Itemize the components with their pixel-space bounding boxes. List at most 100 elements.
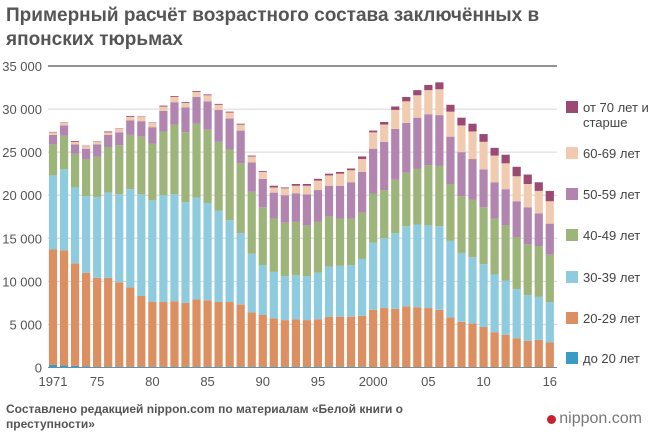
bar-segment bbox=[468, 199, 477, 258]
bar-segment bbox=[501, 189, 510, 226]
bar-segment bbox=[236, 130, 245, 164]
bar-segment bbox=[490, 332, 499, 368]
bar-segment bbox=[170, 366, 179, 368]
x-tick-label: 10 bbox=[476, 374, 490, 389]
bar-segment bbox=[104, 132, 113, 135]
bar-segment bbox=[214, 103, 223, 105]
bar-segment bbox=[435, 89, 444, 116]
bar-segment bbox=[192, 90, 201, 92]
bar-segment bbox=[48, 364, 58, 368]
bar-segment bbox=[446, 104, 455, 112]
bar-segment bbox=[70, 153, 80, 188]
bar-segment bbox=[313, 272, 323, 320]
bar-segment bbox=[48, 132, 58, 135]
bar-segment bbox=[70, 144, 80, 154]
bar-segment bbox=[291, 193, 300, 222]
bar-segment bbox=[214, 210, 223, 303]
bar-segment bbox=[104, 131, 113, 133]
bar-segment bbox=[324, 266, 334, 317]
bar-segment bbox=[269, 192, 278, 219]
bar-segment bbox=[159, 366, 168, 368]
bar-segment bbox=[391, 106, 400, 110]
bar-segment bbox=[159, 195, 168, 303]
bar-segment bbox=[534, 213, 543, 247]
bar-segment bbox=[59, 125, 69, 136]
bar-segment bbox=[258, 314, 267, 367]
bar-segment bbox=[258, 366, 267, 368]
bar-segment bbox=[358, 258, 367, 316]
bar-segment bbox=[104, 134, 113, 147]
bar-segment bbox=[214, 141, 223, 211]
bar-segment bbox=[203, 366, 212, 368]
bar-segment bbox=[523, 244, 532, 296]
bar-segment bbox=[236, 233, 245, 305]
bar-segment bbox=[358, 171, 367, 213]
chart-title: Примерный расчёт возрастного состава зак… bbox=[6, 5, 540, 50]
stacked-bar-chart: 0 5 000 10 000 15 000 20 000 25 000 30 000 35 0… bbox=[2, 59, 557, 389]
bar-segment bbox=[225, 112, 234, 119]
bar-segment bbox=[137, 194, 146, 297]
bar-segment bbox=[159, 105, 168, 107]
bar-segment bbox=[280, 188, 289, 196]
bar-segment bbox=[324, 175, 334, 186]
bar-segment bbox=[369, 193, 378, 243]
bar-segment bbox=[225, 149, 234, 221]
bar-segment bbox=[258, 178, 267, 208]
bar-segment bbox=[313, 366, 323, 368]
bar-segment bbox=[490, 182, 499, 219]
bar-segment bbox=[291, 366, 300, 368]
x-tick-label: 75 bbox=[90, 374, 104, 389]
bar-segment bbox=[545, 223, 554, 255]
bar-segment bbox=[501, 163, 510, 190]
bar-segment bbox=[501, 280, 510, 335]
bar-segment bbox=[479, 141, 488, 170]
bar-segment bbox=[346, 170, 356, 183]
bar-segment bbox=[302, 276, 312, 321]
legend-label: до 20 лет bbox=[583, 351, 640, 366]
bar-segment bbox=[148, 127, 157, 144]
bar-segment bbox=[457, 117, 466, 126]
bar-segment bbox=[490, 147, 499, 156]
bar-segment bbox=[402, 122, 411, 173]
bar-segment bbox=[335, 366, 345, 368]
bar-segment bbox=[269, 187, 278, 193]
bar-segment bbox=[324, 185, 334, 217]
legend-label: 60-69 лет bbox=[583, 146, 641, 161]
bar-segment bbox=[313, 190, 323, 222]
bar-segment bbox=[468, 159, 477, 200]
bar-segment bbox=[457, 196, 466, 253]
bar-segment bbox=[247, 191, 256, 254]
bar-segment bbox=[501, 225, 510, 281]
bar-segment bbox=[203, 202, 212, 301]
bar-segment bbox=[59, 365, 69, 368]
bar-segment bbox=[126, 189, 135, 288]
bar-segment bbox=[104, 192, 113, 278]
bar-segment bbox=[203, 95, 212, 102]
bar-segment bbox=[148, 200, 157, 303]
bar-segment bbox=[413, 95, 422, 118]
bar-segment bbox=[70, 365, 80, 368]
bar-segment bbox=[512, 237, 521, 290]
bar-segment bbox=[104, 277, 113, 367]
bar-segment bbox=[170, 301, 179, 367]
bar-segment bbox=[170, 124, 179, 195]
bar-segment bbox=[115, 128, 124, 133]
bar-segment bbox=[148, 143, 157, 201]
bar-segment bbox=[501, 154, 510, 164]
bar-segment bbox=[291, 275, 300, 320]
legend-item: 40-49 лет bbox=[566, 228, 640, 243]
legend-item: от 70 лет и старше bbox=[566, 100, 650, 130]
source-note: Составлено редакцией nippon.com по матер… bbox=[6, 402, 403, 431]
bar-segment bbox=[93, 144, 102, 157]
bar-segment bbox=[391, 128, 400, 180]
bar-segment bbox=[534, 182, 543, 191]
bar-segment bbox=[346, 366, 356, 368]
bar-segment bbox=[457, 321, 466, 368]
nippon-logo[interactable]: nippon.com bbox=[547, 410, 642, 428]
bar-segment bbox=[291, 221, 300, 276]
bar-segment bbox=[424, 114, 433, 166]
bar-segment bbox=[104, 366, 113, 368]
bar-segment bbox=[523, 340, 532, 368]
bar-segment bbox=[192, 197, 201, 300]
x-tick-label: 80 bbox=[145, 374, 159, 389]
